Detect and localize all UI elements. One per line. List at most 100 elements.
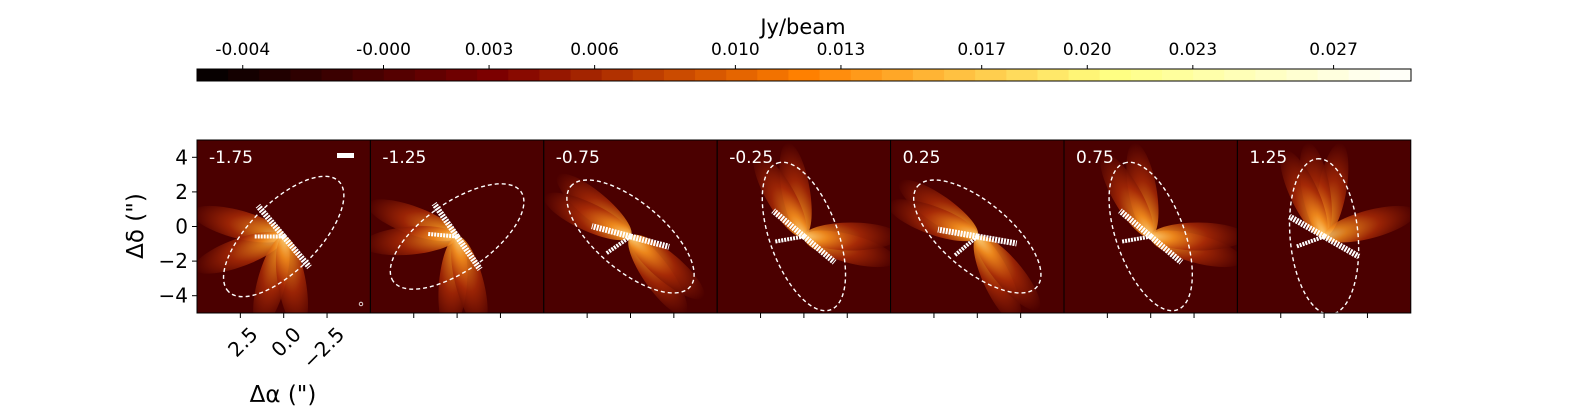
saturated-arm bbox=[801, 234, 837, 265]
saturated-arm bbox=[591, 223, 632, 240]
emission-lobe bbox=[1150, 222, 1238, 251]
y-axis: 4 2 0 −2 −4 bbox=[159, 145, 197, 308]
channel-label: 0.25 bbox=[903, 148, 941, 168]
colorbar-segment bbox=[1379, 69, 1412, 81]
colorbar-segment bbox=[944, 69, 976, 81]
saturated-arm bbox=[1287, 213, 1326, 240]
colorbar-segment bbox=[1193, 69, 1225, 81]
colorbar-tick-label: 0.013 bbox=[817, 40, 866, 60]
colorbar-segment bbox=[695, 69, 727, 81]
colorbar-segment bbox=[912, 69, 945, 81]
contour-line bbox=[1108, 161, 1194, 312]
channel-label: 1.25 bbox=[1249, 148, 1287, 168]
colorbar-tick-label: 0.003 bbox=[465, 40, 514, 60]
saturated-arm bbox=[604, 234, 632, 256]
colorbar-ticks: -0.004 -0.000 0.003 0.006 0.010 0.013 0.017 0.0… bbox=[215, 40, 1358, 69]
contour-line bbox=[1288, 158, 1360, 313]
colorbar-segment bbox=[446, 69, 478, 81]
colorbar-segment bbox=[1317, 69, 1350, 81]
colorbar-segment bbox=[1037, 69, 1070, 81]
colorbar-segment bbox=[1255, 69, 1288, 81]
y-tick-label: −4 bbox=[159, 284, 188, 308]
colorbar-segment bbox=[477, 69, 509, 81]
channel-label: -1.75 bbox=[209, 148, 253, 168]
emission-lobe bbox=[370, 226, 458, 256]
contour-line bbox=[566, 179, 695, 294]
channel-label: -0.75 bbox=[556, 148, 600, 168]
saturated-arm bbox=[1295, 234, 1325, 249]
saturated-arm bbox=[1148, 234, 1184, 265]
emission-lobe bbox=[975, 235, 1041, 311]
colorbar-frame bbox=[196, 68, 1412, 82]
emission-lobe bbox=[197, 231, 284, 274]
contour-line bbox=[912, 179, 1042, 294]
contour-line bbox=[761, 161, 847, 312]
emission-lobe bbox=[1280, 149, 1328, 237]
saturated-arm bbox=[953, 234, 979, 258]
saturated-arm bbox=[1322, 233, 1361, 260]
contour-line bbox=[222, 175, 345, 298]
x-axis: 2.5 0.0−2.5 bbox=[223, 322, 349, 373]
colorbar-segment bbox=[1130, 69, 1163, 81]
colorbar-tick-label: 0.010 bbox=[711, 40, 760, 60]
colorbar-segment bbox=[1006, 69, 1039, 81]
channel-label: -1.25 bbox=[382, 148, 426, 168]
colorbar-segment bbox=[850, 69, 883, 81]
colorbar-segment bbox=[663, 69, 696, 81]
beam-ellipse bbox=[358, 301, 364, 307]
saturated-arm bbox=[771, 208, 806, 239]
saturated-arm bbox=[1118, 208, 1153, 239]
colorbar-segment bbox=[632, 69, 665, 81]
emission-lobe bbox=[1323, 205, 1411, 243]
x-axis-label: Δα (") bbox=[250, 382, 317, 408]
colorbar-segment bbox=[259, 69, 291, 81]
colorbar-tick-label: 0.006 bbox=[570, 40, 619, 60]
colorbar-segment bbox=[1068, 69, 1101, 81]
channel-panel bbox=[1064, 140, 1238, 313]
saturated-arm bbox=[281, 234, 312, 270]
y-tick-label: −2 bbox=[159, 249, 188, 273]
colorbar-label: Jy/beam bbox=[758, 15, 845, 39]
saturated-arm bbox=[629, 233, 670, 250]
saturated-arm bbox=[1120, 234, 1152, 244]
channel-panel bbox=[370, 140, 544, 313]
colorbar-tick-label: 0.023 bbox=[1168, 40, 1217, 60]
emission-lobe bbox=[1100, 153, 1154, 238]
channel-panel bbox=[197, 140, 371, 313]
saturated-arm bbox=[976, 233, 1018, 247]
colorbar-segment bbox=[508, 69, 541, 81]
colorbar-tick-label: -0.004 bbox=[215, 40, 270, 60]
colorbar-segment bbox=[383, 69, 416, 81]
colorbar-segment bbox=[570, 69, 603, 81]
emission-lobe bbox=[629, 234, 705, 300]
colorbar-segment bbox=[1286, 69, 1319, 81]
saturated-arm bbox=[937, 226, 978, 240]
colorbar-segment bbox=[1099, 69, 1132, 81]
saturated-arm bbox=[255, 203, 286, 239]
saturated-arm bbox=[774, 234, 805, 244]
colorbar-tick-label: -0.000 bbox=[356, 40, 411, 60]
channel-label: -0.25 bbox=[729, 148, 773, 168]
channel-panel bbox=[890, 140, 1064, 313]
colorbar-segment bbox=[352, 69, 385, 81]
colorbar-segment bbox=[601, 69, 634, 81]
colorbar-segment bbox=[197, 69, 229, 81]
colorbar-segment bbox=[757, 69, 790, 81]
colorbar-segment bbox=[290, 69, 323, 81]
emission-lobe bbox=[803, 222, 891, 251]
colorbar-segment bbox=[1348, 69, 1381, 81]
colorbar-segment bbox=[788, 69, 821, 81]
emission-lobe bbox=[451, 236, 488, 313]
colorbar-segment bbox=[414, 69, 447, 81]
contour-line bbox=[389, 183, 525, 290]
channel-panel bbox=[1237, 140, 1411, 313]
colorbar bbox=[196, 68, 1412, 82]
channel-panel bbox=[717, 140, 891, 313]
colorbar-segment bbox=[975, 69, 1007, 81]
colorbar-segment bbox=[1224, 69, 1256, 81]
colorbar-segment bbox=[819, 69, 852, 81]
colorbar-segment bbox=[726, 69, 758, 81]
emission-lobe bbox=[753, 153, 807, 238]
colorbar-tick-label: 0.017 bbox=[957, 40, 1006, 60]
